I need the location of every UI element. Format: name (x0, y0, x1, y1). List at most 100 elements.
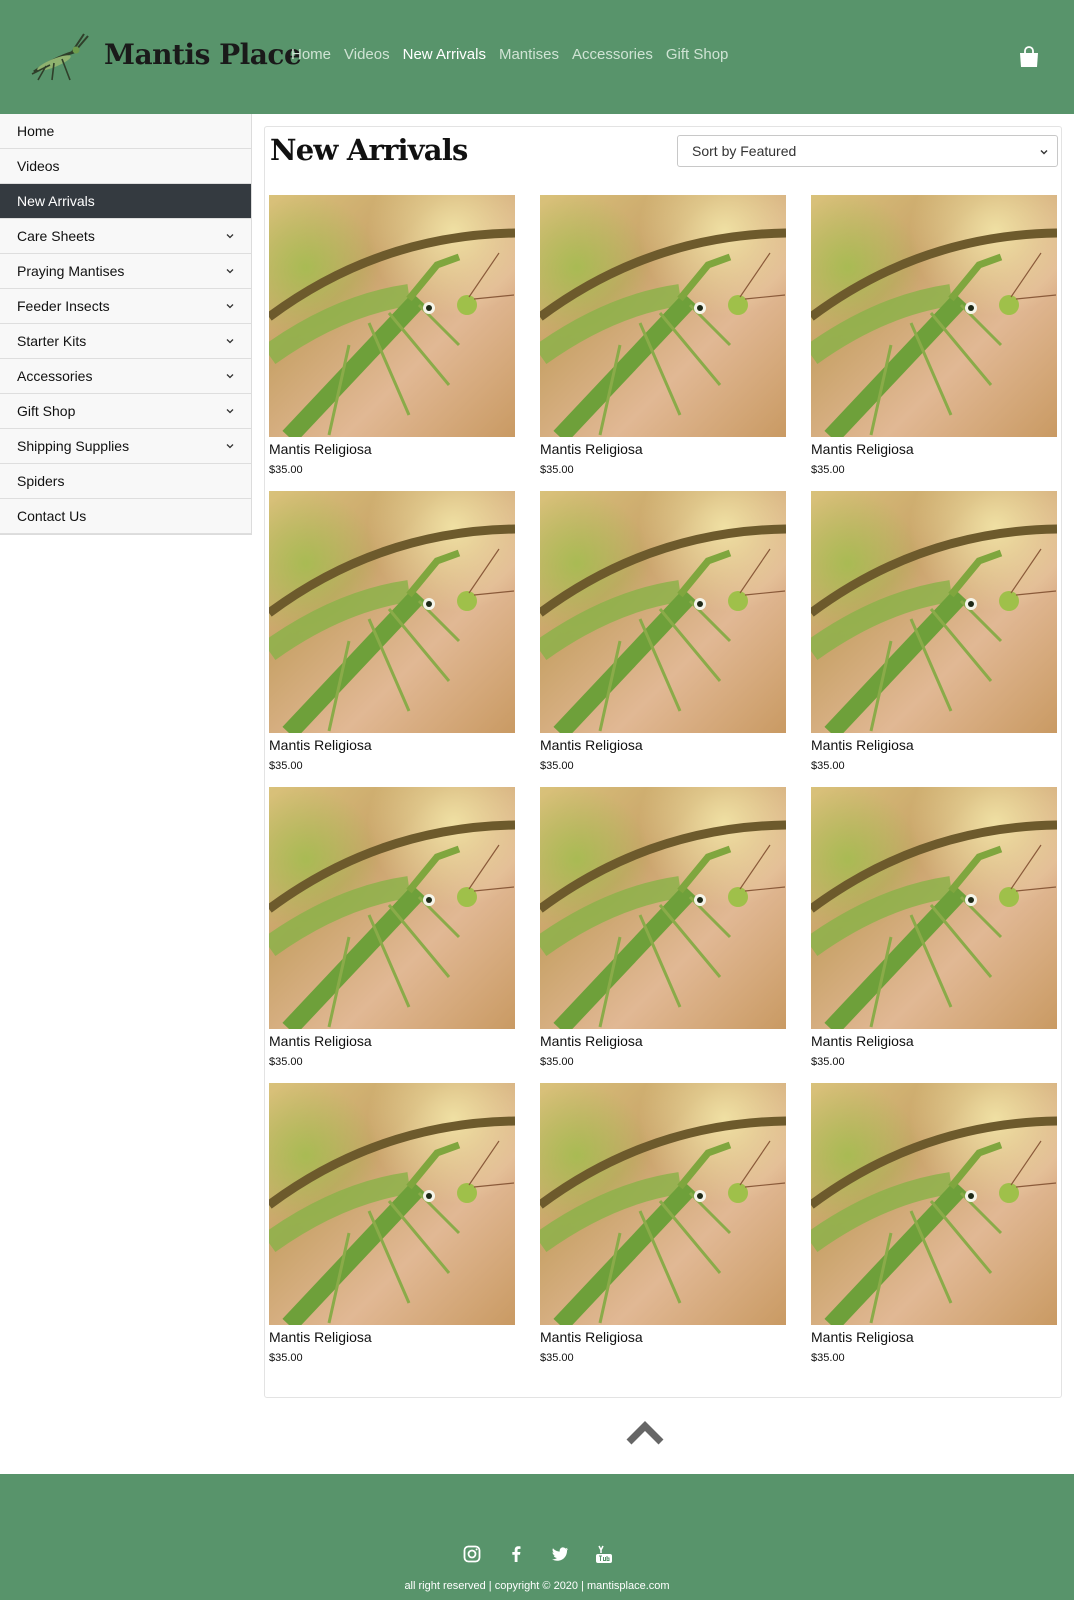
product-card[interactable]: Mantis Religiosa $35.00 (269, 195, 515, 485)
product-price: $35.00 (269, 464, 303, 476)
chevron-down-icon (1040, 150, 1048, 155)
facebook-icon[interactable] (506, 1544, 526, 1564)
product-name[interactable]: Mantis Religiosa (811, 737, 914, 753)
product-name[interactable]: Mantis Religiosa (811, 1033, 914, 1049)
product-price: $35.00 (269, 1352, 303, 1364)
sidebar-item-label: Accessories (17, 368, 93, 384)
product-image[interactable] (540, 1083, 786, 1325)
chevron-down-icon[interactable] (225, 231, 235, 241)
product-name[interactable]: Mantis Religiosa (269, 441, 372, 457)
sidebar-item-spiders[interactable]: Spiders (0, 464, 251, 499)
sidebar-item-accessories[interactable]: Accessories (0, 359, 251, 394)
product-name[interactable]: Mantis Religiosa (811, 1329, 914, 1345)
copyright-text: all right reserved | copyright © 2020 | … (404, 1580, 670, 1592)
social-links (462, 1544, 638, 1564)
product-price: $35.00 (540, 464, 574, 476)
product-name[interactable]: Mantis Religiosa (269, 1033, 372, 1049)
product-card[interactable]: Mantis Religiosa $35.00 (540, 1083, 786, 1373)
sidebar-item-gift-shop[interactable]: Gift Shop (0, 394, 251, 429)
sidebar-item-praying-mantises[interactable]: Praying Mantises (0, 254, 251, 289)
product-listing: New Arrivals Sort by Featured Mantis Rel… (264, 126, 1062, 1398)
sidebar-item-shipping-supplies[interactable]: Shipping Supplies (0, 429, 251, 464)
chevron-down-icon[interactable] (225, 371, 235, 381)
sidebar-item-label: Home (17, 123, 55, 139)
product-name[interactable]: Mantis Religiosa (540, 1329, 643, 1345)
product-price: $35.00 (811, 1352, 845, 1364)
product-name[interactable]: Mantis Religiosa (269, 737, 372, 753)
sidebar-item-label: Care Sheets (17, 228, 95, 244)
sidebar-item-starter-kits[interactable]: Starter Kits (0, 324, 251, 359)
product-image[interactable] (540, 491, 786, 733)
chevron-up-icon[interactable] (625, 1418, 665, 1446)
youtube-icon[interactable] (594, 1544, 614, 1564)
sidebar-item-home[interactable]: Home (0, 114, 251, 149)
product-card[interactable]: Mantis Religiosa $35.00 (269, 491, 515, 781)
product-card[interactable]: Mantis Religiosa $35.00 (540, 195, 786, 485)
product-image[interactable] (269, 491, 515, 733)
site-header: Mantis Place Home Videos New Arrivals Ma… (0, 0, 1074, 114)
shopping-bag-icon[interactable] (1019, 46, 1039, 68)
product-name[interactable]: Mantis Religiosa (540, 441, 643, 457)
brand-name: Mantis Place (104, 37, 302, 71)
product-card[interactable]: Mantis Religiosa $35.00 (811, 491, 1057, 781)
product-card[interactable]: Mantis Religiosa $35.00 (811, 787, 1057, 1077)
sidebar-item-label: Contact Us (17, 508, 87, 524)
chevron-down-icon[interactable] (225, 441, 235, 451)
chevron-down-icon[interactable] (225, 336, 235, 346)
product-image[interactable] (811, 1083, 1057, 1325)
instagram-icon[interactable] (462, 1544, 482, 1564)
product-card[interactable]: Mantis Religiosa $35.00 (269, 787, 515, 1077)
chevron-down-icon[interactable] (225, 301, 235, 311)
product-name[interactable]: Mantis Religiosa (540, 737, 643, 753)
mantis-logo-icon (31, 33, 89, 81)
product-price: $35.00 (269, 1056, 303, 1068)
sidebar-item-label: Gift Shop (17, 403, 76, 419)
site-footer: all right reserved | copyright © 2020 | … (0, 1474, 1074, 1600)
sidebar-item-label: Starter Kits (17, 333, 87, 349)
page-title: New Arrivals (270, 133, 468, 167)
chevron-down-icon[interactable] (225, 266, 235, 276)
sidebar-item-feeder-insects[interactable]: Feeder Insects (0, 289, 251, 324)
sidebar-item-label: Spiders (17, 473, 65, 489)
product-image[interactable] (269, 787, 515, 1029)
product-card[interactable]: Mantis Religiosa $35.00 (540, 787, 786, 1077)
sidebar-item-label: Praying Mantises (17, 263, 125, 279)
product-price: $35.00 (811, 1056, 845, 1068)
sidebar-item-videos[interactable]: Videos (0, 149, 251, 184)
product-image[interactable] (269, 195, 515, 437)
product-name[interactable]: Mantis Religiosa (540, 1033, 643, 1049)
product-image[interactable] (540, 195, 786, 437)
topnav-gift-shop[interactable]: Gift Shop (665, 46, 729, 63)
product-image[interactable] (540, 787, 786, 1029)
sort-select[interactable]: Sort by Featured (677, 135, 1058, 167)
product-image[interactable] (811, 787, 1057, 1029)
product-card[interactable]: Mantis Religiosa $35.00 (540, 491, 786, 781)
product-image[interactable] (269, 1083, 515, 1325)
product-image[interactable] (811, 491, 1057, 733)
brand-logo[interactable]: Mantis Place (24, 24, 302, 84)
topnav-accessories[interactable]: Accessories (572, 46, 653, 63)
product-image[interactable] (811, 195, 1057, 437)
product-price: $35.00 (811, 464, 845, 476)
top-nav: Home Videos New Arrivals Mantises Access… (291, 46, 741, 63)
topnav-new-arrivals[interactable]: New Arrivals (402, 46, 486, 63)
sidebar-item-label: Feeder Insects (17, 298, 110, 314)
product-name[interactable]: Mantis Religiosa (811, 441, 914, 457)
sidebar-item-contact-us[interactable]: Contact Us (0, 499, 251, 534)
twitter-icon[interactable] (550, 1544, 570, 1564)
sidebar-item-label: New Arrivals (17, 193, 95, 209)
product-price: $35.00 (540, 1352, 574, 1364)
sidebar-item-new-arrivals[interactable]: New Arrivals (0, 184, 251, 219)
topnav-videos[interactable]: Videos (344, 46, 390, 63)
product-name[interactable]: Mantis Religiosa (269, 1329, 372, 1345)
product-price: $35.00 (269, 760, 303, 772)
product-card[interactable]: Mantis Religiosa $35.00 (811, 1083, 1057, 1373)
product-price: $35.00 (540, 760, 574, 772)
topnav-mantises[interactable]: Mantises (498, 46, 559, 63)
product-card[interactable]: Mantis Religiosa $35.00 (269, 1083, 515, 1373)
topnav-home[interactable]: Home (291, 46, 332, 63)
chevron-down-icon[interactable] (225, 406, 235, 416)
product-card[interactable]: Mantis Religiosa $35.00 (811, 195, 1057, 485)
sidebar-item-care-sheets[interactable]: Care Sheets (0, 219, 251, 254)
product-price: $35.00 (811, 760, 845, 772)
